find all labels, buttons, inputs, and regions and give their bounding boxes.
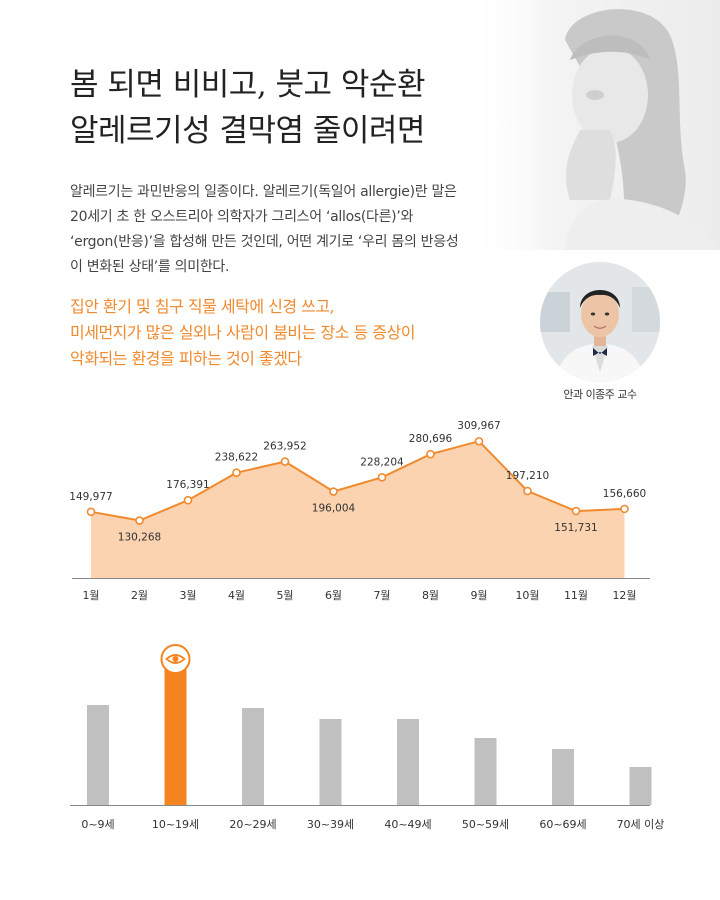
x-tick-label: 7월 [373, 589, 390, 602]
doctor-portrait-illustration [540, 262, 660, 382]
data-label: 263,952 [263, 441, 306, 453]
data-label: 176,391 [166, 479, 209, 491]
area-fill [91, 441, 625, 578]
data-label: 156,660 [603, 488, 646, 500]
series-line [90, 440, 625, 522]
bar [319, 719, 342, 805]
doctor-caption: 안과 이종주 교수 [563, 388, 637, 401]
bar-highlight [164, 660, 187, 805]
highlight-line-1: 집안 환기 및 침구 직물 세탁에 신경 쓰고, [70, 297, 335, 316]
data-point [474, 436, 484, 446]
doctor-avatar [540, 262, 660, 382]
data-label: 130,268 [118, 532, 161, 544]
x-tick-label: 10월 [515, 589, 539, 602]
x-tick-label: 10~19세 [152, 818, 199, 831]
bar [397, 719, 419, 805]
data-label: 196,004 [312, 503, 356, 515]
bar [242, 708, 264, 805]
intro-paragraph: 알레르기는 과민반응의 일종이다. 알레르기(독일어 allergie)란 말은… [70, 184, 459, 275]
hero-photo [470, 0, 720, 250]
x-tick-label: 0~9세 [81, 818, 114, 831]
data-label: 151,731 [554, 522, 597, 534]
x-tick-label: 8월 [422, 589, 439, 602]
data-label: 149,977 [69, 491, 112, 503]
title-line-1: 봄 되면 비비고, 붓고 악순환 [70, 67, 426, 103]
data-point [183, 495, 193, 505]
data-point [523, 486, 532, 496]
data-point [571, 506, 581, 516]
woman-rubbing-eye-illustration [470, 0, 720, 250]
bar [474, 738, 497, 805]
x-tick-label: 30~39세 [307, 818, 354, 831]
x-tick-label: 11월 [564, 589, 588, 602]
x-tick-label: 40~49세 [384, 818, 431, 831]
eye-icon [160, 644, 191, 674]
x-tick-label: 2월 [131, 589, 148, 602]
data-point [232, 468, 241, 478]
age-group-bar-chart: 0~9세 10~19세 20~29세 30~39세 40~49세 50~59세 60~69세… [70, 644, 665, 831]
data-point [135, 516, 144, 525]
monthly-patient-area-chart: 149,977 1월 130,268 2월 176,391 3월 238,622 4월 263,… [69, 420, 650, 602]
data-point [329, 487, 338, 496]
x-tick-label: 9월 [470, 589, 487, 602]
x-tick-label: 60~69세 [539, 818, 586, 831]
x-tick-label: 3월 [179, 589, 196, 602]
x-tick-label: 1월 [82, 589, 99, 602]
data-point [377, 473, 387, 482]
data-label: 228,204 [360, 456, 404, 468]
data-label: 238,622 [215, 452, 258, 464]
highlight-quote: 집안 환기 및 침구 직물 세탁에 신경 쓰고, 미세먼지가 많은 실외나 사람… [70, 294, 490, 372]
data-label: 280,696 [409, 433, 453, 445]
data-point [86, 507, 96, 517]
x-tick-label: 5월 [276, 589, 293, 602]
x-tick-label: 4월 [228, 589, 245, 602]
x-tick-label: 12월 [612, 589, 636, 602]
data-label: 197,210 [506, 470, 549, 482]
title-line-2: 알레르기성 결막염 줄이려면 [70, 113, 425, 149]
highlight-line-3: 악화되는 환경을 피하는 것이 좋겠다 [70, 349, 302, 368]
bar [552, 749, 574, 805]
highlight-line-2: 미세먼지가 많은 실외나 사람이 붐비는 장소 등 증상이 [70, 323, 415, 342]
x-tick-label: 50~59세 [462, 818, 509, 831]
x-tick-label: 6월 [325, 589, 342, 602]
data-label: 309,967 [457, 420, 500, 432]
bar [629, 767, 652, 805]
data-point [280, 457, 290, 466]
data-point [620, 504, 629, 514]
bar [87, 705, 109, 805]
data-point [426, 449, 435, 459]
x-tick-label: 70세 이상 [617, 818, 665, 831]
x-tick-label: 20~29세 [229, 818, 276, 831]
page-title: 봄 되면 비비고, 붓고 악순환 알레르기성 결막염 줄이려면 [70, 62, 426, 154]
